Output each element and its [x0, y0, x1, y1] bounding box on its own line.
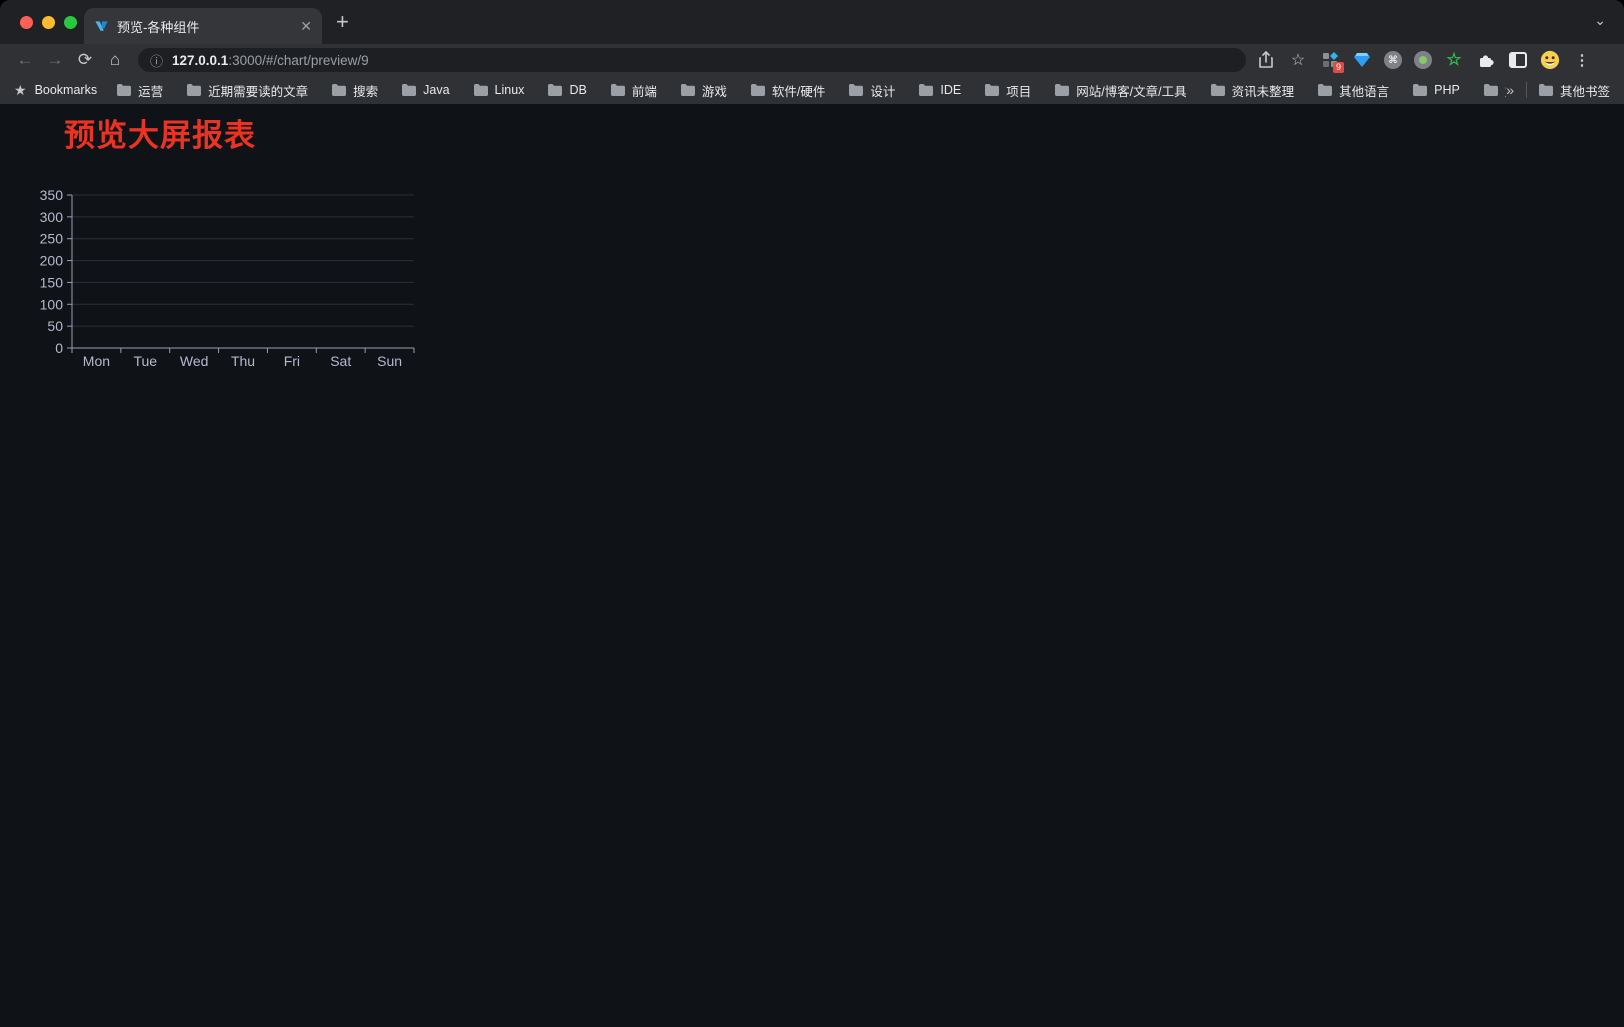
svg-text:200: 200: [40, 253, 64, 269]
bookmark-folder[interactable]: 资讯未整理: [1210, 81, 1294, 100]
charts-canvas: 0 50 100 150 200 250 300 350 Mon Tue Wed Thu Fri Sat S…: [40, 187, 415, 369]
svg-text:Sun: Sun: [377, 353, 402, 369]
share-icon[interactable]: [1256, 50, 1276, 70]
green-star-extension-icon[interactable]: ☆: [1446, 50, 1462, 69]
tab-title: 预览-各种组件: [117, 19, 200, 35]
url-path: :3000/#/chart/preview/9: [228, 52, 369, 68]
svg-text:100: 100: [40, 296, 64, 312]
bookmark-folder[interactable]: 搜索: [332, 81, 378, 100]
bookmarks-right: » 其他书签: [1506, 81, 1610, 100]
bookmark-folder[interactable]: PHP: [1413, 83, 1460, 97]
bookmark-folder[interactable]: 近期需要读的文章: [187, 81, 308, 100]
svg-text:250: 250: [40, 231, 64, 247]
browser-menu-icon[interactable]: ⋮: [1574, 52, 1590, 69]
bookmark-folder[interactable]: 软件/硬件: [750, 81, 825, 100]
svg-text:Sat: Sat: [330, 353, 351, 369]
bookmarks-overflow-chevron[interactable]: »: [1506, 82, 1514, 98]
svg-text:Wed: Wed: [180, 353, 209, 369]
chart-bar-vertical[interactable]: 0 50 100 150 200 250 300 350 Mon Tue Wed Thu Fri Sat S…: [40, 187, 415, 369]
svg-text:Thu: Thu: [231, 353, 255, 369]
bookmark-folder[interactable]: 其他语言: [1318, 81, 1389, 100]
url-host: 127.0.0.1: [172, 52, 229, 68]
svg-text:300: 300: [40, 209, 64, 225]
bookmark-folder[interactable]: 运营: [117, 81, 163, 100]
bookmark-folder[interactable]: DB: [548, 83, 587, 97]
bookmark-folder[interactable]: 前端: [610, 81, 657, 100]
recorder-extension-icon[interactable]: [1414, 51, 1432, 69]
site-info-icon[interactable]: ⓘ: [150, 53, 164, 69]
bookmark-folder[interactable]: Linux: [473, 83, 524, 97]
tab-search-chevron-icon[interactable]: ⌄: [1594, 12, 1606, 28]
minimize-window-button[interactable]: [42, 16, 55, 29]
svg-text:Mon: Mon: [83, 353, 110, 369]
svg-text:0: 0: [55, 340, 63, 356]
bookmarks-label[interactable]: Bookmarks: [34, 83, 98, 97]
svg-text:50: 50: [47, 318, 63, 334]
forward-button[interactable]: →: [46, 50, 64, 69]
bookmark-folder[interactable]: 网站/博客/文章/工具: [1055, 81, 1187, 100]
bookmark-star-icon[interactable]: ☆: [1290, 52, 1306, 69]
page-title: 预览大屏报表: [64, 118, 256, 153]
bookmark-folder[interactable]: 文件服务器: [1483, 81, 1506, 100]
bookmarks-separator: [1525, 82, 1527, 98]
svg-text:Tue: Tue: [133, 353, 157, 369]
bookmark-folder[interactable]: Java: [402, 83, 450, 97]
bookmark-folder[interactable]: 游戏: [680, 81, 727, 100]
bookmarks-star-icon[interactable]: ★: [14, 81, 27, 98]
gem-extension-icon[interactable]: [1352, 50, 1372, 70]
bookmark-folder-list: 运营 近期需要读的文章 搜索 Java Linux DB 前端 游戏 软件/硬件 设计 IDE 项目 网…: [117, 81, 1506, 100]
command-extension-icon[interactable]: ⌘: [1384, 51, 1402, 69]
reload-button[interactable]: ⟳: [77, 50, 93, 69]
profile-avatar[interactable]: [1540, 50, 1560, 70]
new-tab-button[interactable]: +: [336, 9, 349, 34]
dashboard-page: 预览大屏报表 0 50 100 150 200 250 300 350 Mon Tue Wed Thu…: [0, 104, 1624, 1027]
svg-text:350: 350: [40, 187, 64, 203]
browser-toolbar: ← → ⟳ ⌂ ⓘ 127.0.0.1:3000/#/chart/preview…: [0, 44, 1624, 76]
address-bar[interactable]: ⓘ 127.0.0.1:3000/#/chart/preview/9: [138, 48, 1246, 72]
site-favicon: [95, 20, 108, 31]
back-button[interactable]: ←: [16, 50, 34, 69]
home-button[interactable]: ⌂: [109, 50, 121, 69]
svg-text:150: 150: [40, 274, 64, 290]
browser-tab[interactable]: 预览-各种组件 ✕: [84, 8, 322, 44]
bookmark-folder[interactable]: IDE: [919, 83, 961, 97]
bookmark-folder[interactable]: 项目: [985, 81, 1031, 100]
close-window-button[interactable]: [20, 16, 33, 29]
svg-text:Fri: Fri: [284, 353, 300, 369]
bookmarks-bar: ★ Bookmarks 运营 近期需要读的文章 搜索 Java Linux DB 前端 游戏 软…: [0, 76, 1624, 105]
extension-grid-icon[interactable]: 9: [1320, 50, 1344, 73]
extensions-puzzle-icon[interactable]: [1476, 50, 1496, 70]
toolbar-right-icons: ☆ 9 ⌘ ☆ ⋮: [1256, 50, 1592, 73]
tab-close-icon[interactable]: ✕: [300, 17, 312, 34]
side-panel-icon[interactable]: [1508, 50, 1528, 70]
extension-badge: 9: [1332, 62, 1344, 73]
maximize-window-button[interactable]: [64, 16, 77, 29]
other-bookmarks-folder[interactable]: 其他书签: [1538, 81, 1610, 100]
bookmark-folder[interactable]: 设计: [849, 81, 895, 100]
tab-strip: 预览-各种组件 ✕ + ⌄: [0, 0, 1624, 44]
